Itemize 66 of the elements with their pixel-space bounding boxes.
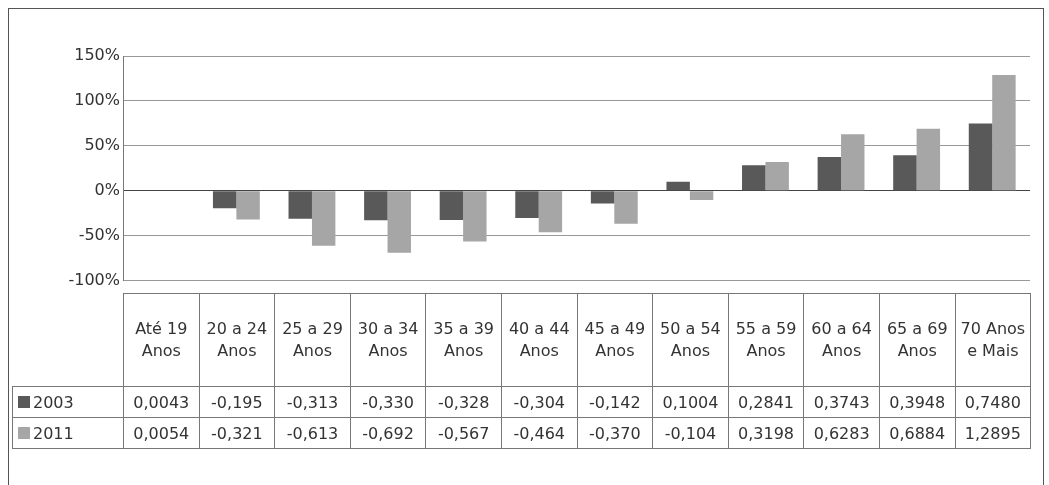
bar (212, 191, 237, 209)
bar (463, 191, 487, 242)
data-label: -0,195 (199, 386, 275, 418)
bar (742, 165, 766, 191)
bar (614, 191, 638, 224)
bar (893, 155, 917, 191)
x-tick-label: 60 a 64 Anos (803, 293, 880, 387)
data-label: 0,3948 (879, 386, 956, 418)
data-label: -0,567 (425, 417, 502, 449)
x-tick-label: Até 19 Anos (123, 293, 200, 387)
bar (968, 123, 993, 191)
bar (992, 74, 1016, 191)
bar (288, 191, 312, 219)
bar (666, 181, 690, 191)
x-tick-label: 20 a 24 Anos (199, 293, 275, 387)
bar (236, 191, 260, 220)
x-tick-label: 30 a 34 Anos (350, 293, 426, 387)
bar (515, 191, 539, 218)
y-tick-label: -50% (78, 224, 120, 244)
data-label: 0,6283 (803, 417, 880, 449)
bar (841, 134, 865, 191)
x-tick-label: 65 a 69 Anos (879, 293, 956, 387)
legend-label: 2011 (12, 417, 124, 449)
bar (689, 191, 714, 200)
data-label: -0,313 (274, 386, 351, 418)
data-label: -0,321 (199, 417, 275, 449)
x-tick-label: 45 a 49 Anos (577, 293, 653, 387)
data-label: -0,304 (501, 386, 578, 418)
data-label: -0,142 (577, 386, 653, 418)
data-label: -0,692 (350, 417, 426, 449)
y-tick-label: 50% (84, 134, 120, 154)
bar (364, 191, 388, 221)
data-label: -0,104 (652, 417, 729, 449)
x-tick-label: 50 a 54 Anos (652, 293, 729, 387)
bar (916, 128, 941, 191)
data-label: 0,0043 (123, 386, 200, 418)
data-label: 0,3743 (803, 386, 880, 418)
bar (311, 191, 336, 246)
data-label: 0,7480 (955, 386, 1031, 418)
x-tick-label: 40 a 44 Anos (501, 293, 578, 387)
y-tick-label: 0% (94, 179, 120, 199)
data-label: 0,1004 (652, 386, 729, 418)
data-label: -0,328 (425, 386, 502, 418)
data-label: 0,3198 (728, 417, 804, 449)
data-label: 0,0054 (123, 417, 200, 449)
bar (590, 191, 615, 204)
data-label: -0,464 (501, 417, 578, 449)
y-tick-label: 150% (74, 45, 120, 65)
x-tick-label: 25 a 29 Anos (274, 293, 351, 387)
bar (817, 157, 842, 191)
x-tick-label: 35 a 39 Anos (425, 293, 502, 387)
data-label: -0,330 (350, 386, 426, 418)
x-tick-label: 55 a 59 Anos (728, 293, 804, 387)
data-label: -0,613 (274, 417, 351, 449)
bar (538, 191, 563, 233)
bar (765, 161, 789, 191)
data-label: 0,2841 (728, 386, 804, 418)
bar (387, 191, 411, 253)
legend-label: 2003 (12, 386, 124, 418)
data-label: 1,2895 (955, 417, 1031, 449)
data-label: 0,6884 (879, 417, 956, 449)
x-tick-label: 70 Anos e Mais (955, 293, 1031, 387)
y-tick-label: -100% (68, 269, 120, 289)
bar (439, 191, 464, 221)
data-label: -0,370 (577, 417, 653, 449)
y-tick-label: 100% (74, 90, 120, 110)
